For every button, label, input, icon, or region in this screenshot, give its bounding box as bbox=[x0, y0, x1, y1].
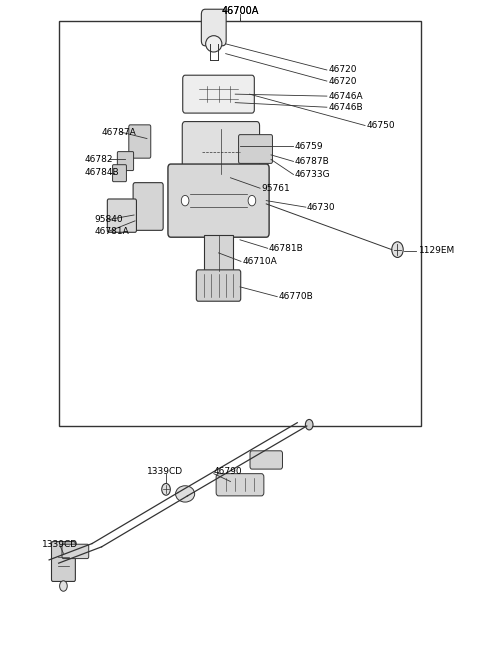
FancyBboxPatch shape bbox=[51, 542, 75, 581]
Circle shape bbox=[181, 195, 189, 206]
FancyBboxPatch shape bbox=[250, 451, 282, 469]
Text: 95761: 95761 bbox=[262, 184, 290, 193]
FancyBboxPatch shape bbox=[133, 182, 163, 230]
Text: 1339CD: 1339CD bbox=[147, 467, 183, 476]
FancyBboxPatch shape bbox=[108, 199, 136, 232]
FancyBboxPatch shape bbox=[216, 474, 264, 496]
FancyBboxPatch shape bbox=[113, 165, 126, 182]
Text: 46787A: 46787A bbox=[102, 127, 136, 136]
Text: 46790: 46790 bbox=[214, 467, 242, 476]
Text: 46730: 46730 bbox=[307, 203, 336, 212]
Bar bbox=[204, 235, 233, 271]
Ellipse shape bbox=[176, 485, 195, 502]
Ellipse shape bbox=[205, 35, 222, 52]
FancyBboxPatch shape bbox=[62, 544, 89, 559]
Text: 46770B: 46770B bbox=[278, 292, 313, 301]
Text: 46750: 46750 bbox=[366, 121, 395, 130]
FancyBboxPatch shape bbox=[129, 125, 151, 158]
FancyBboxPatch shape bbox=[239, 134, 273, 163]
Text: 46720: 46720 bbox=[328, 77, 357, 85]
Text: 46759: 46759 bbox=[295, 142, 324, 151]
FancyBboxPatch shape bbox=[168, 164, 269, 237]
Text: 46781A: 46781A bbox=[95, 227, 129, 236]
FancyBboxPatch shape bbox=[182, 121, 260, 182]
Text: 46710A: 46710A bbox=[242, 257, 277, 266]
Text: 46720: 46720 bbox=[328, 66, 357, 75]
Bar bbox=[59, 21, 421, 426]
FancyBboxPatch shape bbox=[196, 270, 240, 301]
Text: 46733G: 46733G bbox=[295, 170, 331, 179]
Text: 46746A: 46746A bbox=[328, 92, 363, 100]
Text: 46746B: 46746B bbox=[328, 103, 363, 112]
Text: 46781B: 46781B bbox=[269, 244, 303, 253]
Text: 46700A: 46700A bbox=[221, 6, 259, 16]
Text: 46700A: 46700A bbox=[221, 6, 259, 16]
Text: 46787B: 46787B bbox=[295, 157, 330, 166]
Text: 95840: 95840 bbox=[95, 215, 123, 224]
Text: 46782: 46782 bbox=[85, 155, 113, 164]
Text: 46784B: 46784B bbox=[85, 168, 120, 177]
Circle shape bbox=[305, 419, 313, 430]
Circle shape bbox=[60, 581, 67, 591]
FancyBboxPatch shape bbox=[201, 9, 226, 46]
Circle shape bbox=[248, 195, 256, 206]
Circle shape bbox=[162, 483, 170, 495]
FancyBboxPatch shape bbox=[183, 75, 254, 113]
Text: 1129EM: 1129EM bbox=[419, 247, 455, 255]
Text: 1339CD: 1339CD bbox=[42, 541, 78, 549]
FancyBboxPatch shape bbox=[117, 152, 133, 171]
Circle shape bbox=[392, 242, 403, 257]
